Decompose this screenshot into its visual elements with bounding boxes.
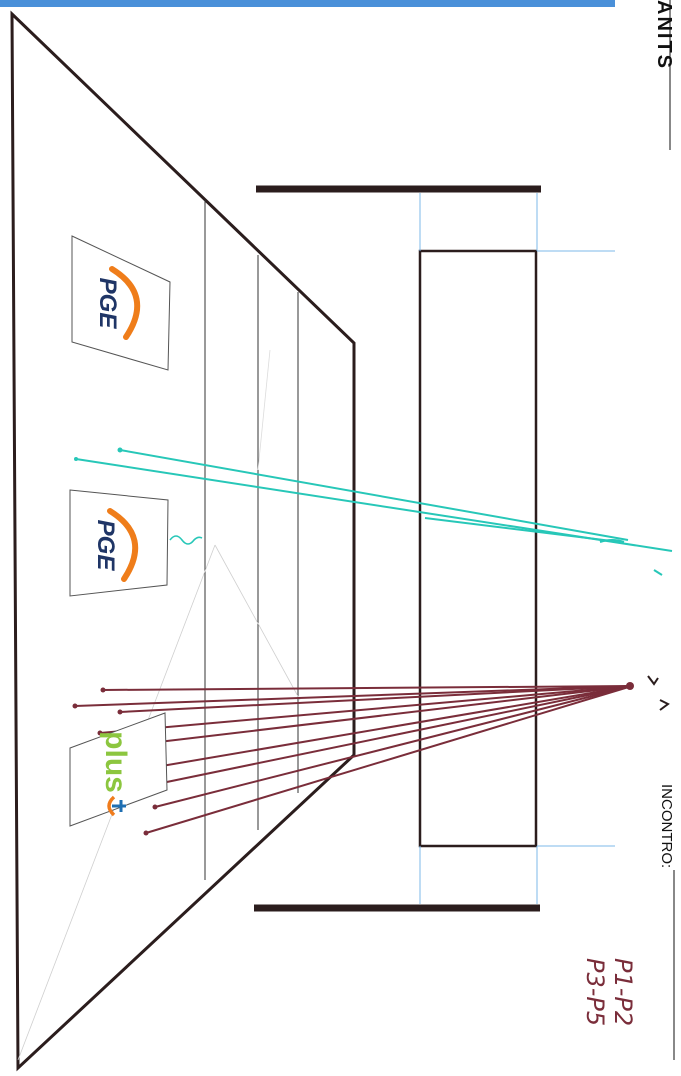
pen-marks — [647, 675, 670, 711]
header-fragment: ANITS — [653, 0, 675, 70]
pge-logo-middle: PGE — [69, 489, 203, 597]
plus-logo-text: plus — [99, 731, 132, 793]
faint-guide-line — [214, 544, 301, 701]
teal-rays — [75, 449, 673, 576]
pge-logo-text: PGE — [92, 520, 119, 572]
maroon-rays — [74, 685, 633, 834]
center-rectangle — [418, 249, 538, 848]
field-label: INCONTRO: — [658, 784, 675, 868]
faint-guide-line — [257, 349, 271, 471]
teal-endpoint — [74, 457, 78, 461]
handwritten-note: P3-P5 — [581, 958, 609, 1026]
teal-endpoint — [117, 447, 123, 453]
room-outline — [10, 10, 356, 1072]
plus-logo: plus — [69, 712, 168, 827]
pge-logo-top: PGE — [71, 235, 171, 371]
header-bar — [0, 0, 615, 7]
handwritten-note: P1-P2 — [609, 958, 637, 1026]
tilde-mark — [169, 535, 203, 545]
pge-logo-text: PGE — [94, 278, 121, 330]
